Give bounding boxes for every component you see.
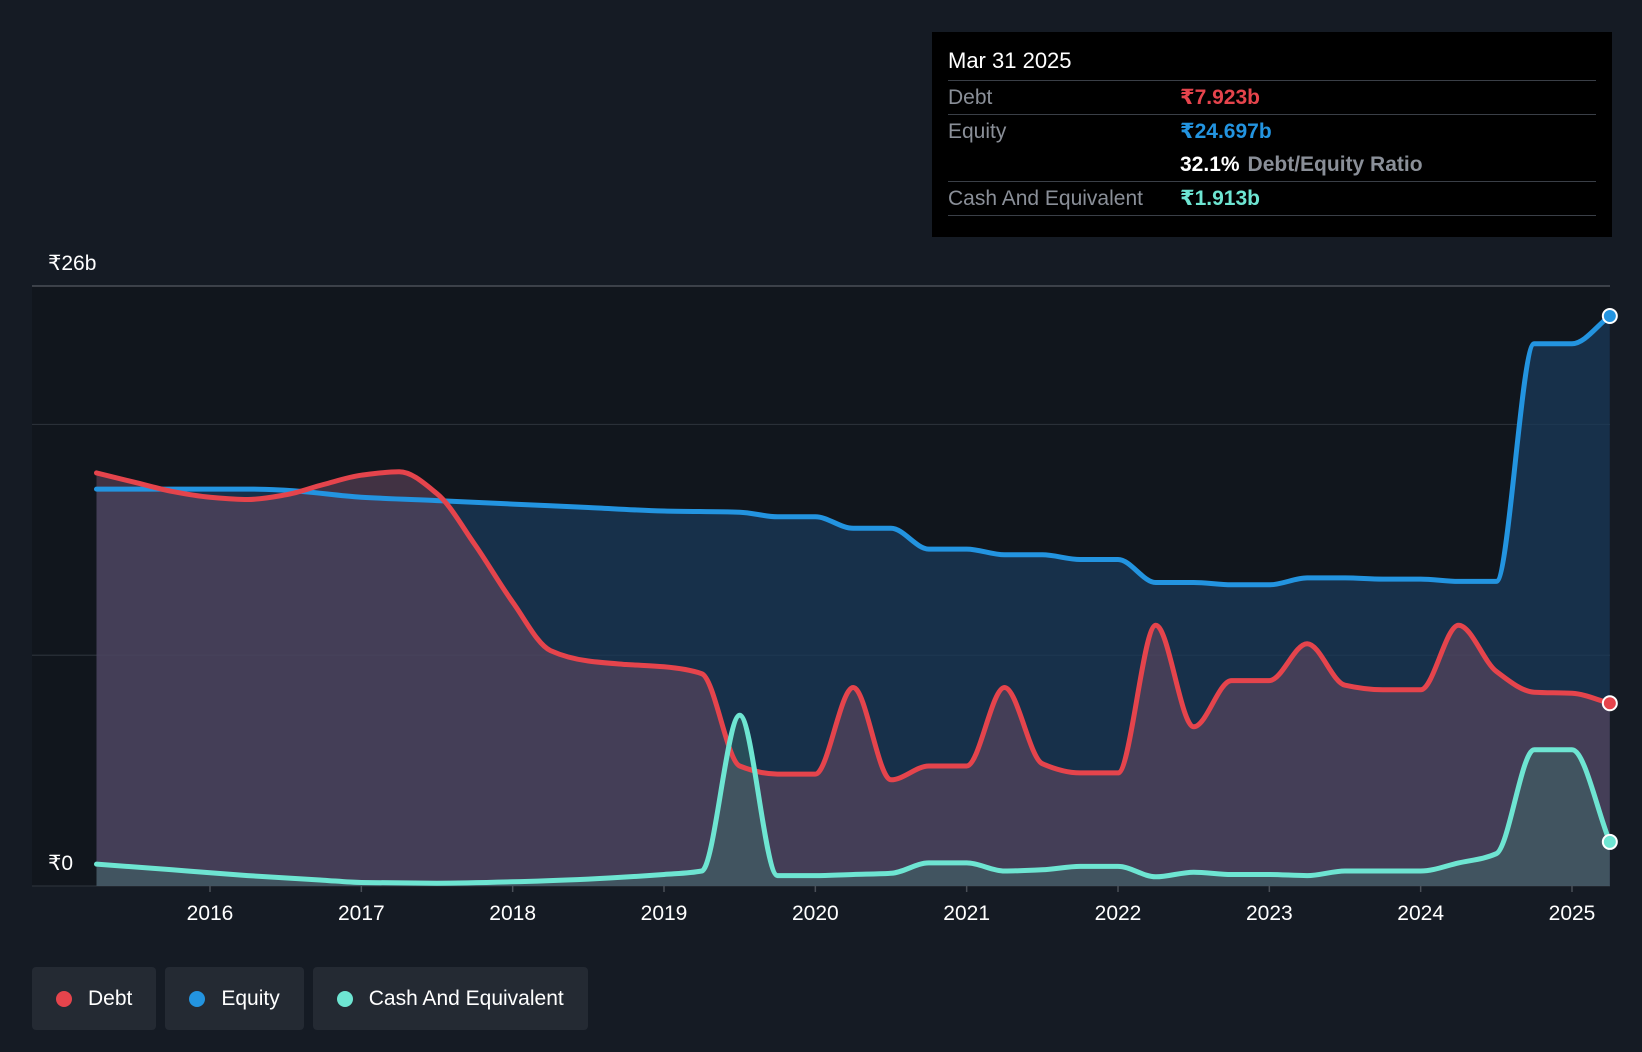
tooltip-row-cash: Cash And Equivalent ₹1.913b xyxy=(948,181,1596,216)
x-tick-label: 2022 xyxy=(1095,902,1142,925)
legend-item-equity[interactable]: Equity xyxy=(165,967,304,1030)
debt-line xyxy=(94,469,1613,783)
tooltip-row-ratio: 32.1% Debt/Equity Ratio xyxy=(948,148,1596,181)
series-endpoints xyxy=(1601,308,1618,850)
legend: Debt Equity Cash And Equivalent xyxy=(32,967,588,1030)
x-tick-label: 2023 xyxy=(1246,902,1293,925)
x-tick-label: 2024 xyxy=(1397,902,1444,925)
tooltip-row-equity: Equity ₹24.697b xyxy=(948,114,1596,148)
equity-dot-icon xyxy=(189,990,206,1007)
legend-item-cash[interactable]: Cash And Equivalent xyxy=(312,967,588,1030)
x-tick-label: 2016 xyxy=(187,902,234,925)
equity-endpoint xyxy=(1601,308,1618,324)
debt-area xyxy=(96,471,1610,886)
tooltip-row-debt: Debt ₹7.923b xyxy=(948,80,1596,114)
cash-and-equivalent-endpoint xyxy=(1601,833,1618,850)
tooltip-ratio-value: 32.1% xyxy=(1180,152,1240,176)
x-tick-label: 2021 xyxy=(943,902,990,925)
series-lines xyxy=(94,313,1613,886)
tooltip-debt-value: ₹7.923b xyxy=(1180,86,1260,109)
tooltip-cash-label: Cash And Equivalent xyxy=(948,186,1143,210)
tooltip-equity-value: ₹24.697b xyxy=(1180,120,1272,143)
legend-label-cash: Cash And Equivalent xyxy=(368,986,564,1010)
y-axis-label-top: ₹26b xyxy=(48,252,96,275)
x-tick-label: 2019 xyxy=(641,902,688,925)
legend-item-debt[interactable]: Debt xyxy=(32,967,157,1030)
tooltip-ratio-label: Debt/Equity Ratio xyxy=(1247,152,1423,176)
cash-dot-icon xyxy=(336,990,353,1007)
cash-and-equivalent-line xyxy=(94,712,1613,886)
y-axis-label-bottom: ₹0 xyxy=(48,852,73,875)
cash-and-equivalent-area xyxy=(96,715,1610,886)
legend-label-debt: Debt xyxy=(88,986,133,1010)
tooltip-date: Mar 31 2025 xyxy=(948,48,1072,73)
tooltip: Mar 31 2025 Debt ₹7.923b Equity ₹24.697b… xyxy=(932,32,1612,237)
x-tick-label: 2025 xyxy=(1549,902,1596,925)
tooltip-equity-label: Equity xyxy=(948,119,1007,143)
x-tick-label: 2017 xyxy=(338,902,385,925)
x-axis-ticks: 2016 2017 2018 2019 2020 2021 2022 2023 2024 2025 xyxy=(187,886,1596,925)
tooltip-debt-label: Debt xyxy=(948,85,993,109)
tooltip-cash-value: ₹1.913b xyxy=(1180,187,1260,210)
x-tick-label: 2020 xyxy=(792,902,839,925)
x-tick-label: 2018 xyxy=(489,902,536,925)
debt-endpoint xyxy=(1601,695,1618,712)
legend-label-equity: Equity xyxy=(221,986,280,1010)
debt-dot-icon xyxy=(56,990,72,1007)
series-areas xyxy=(96,316,1610,886)
